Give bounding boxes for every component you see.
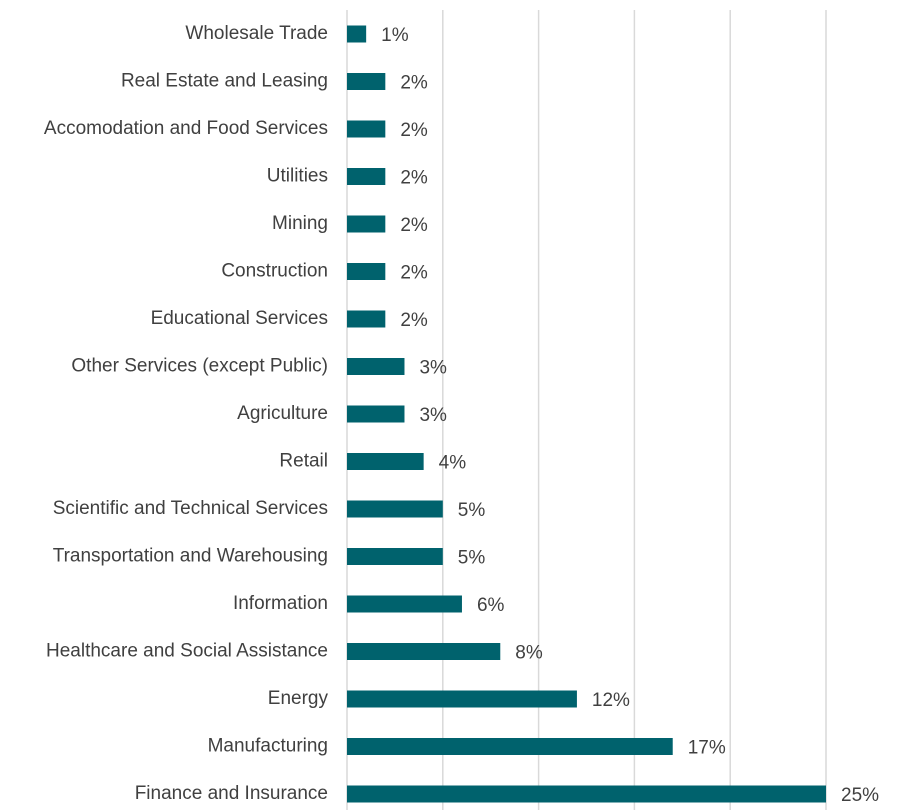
category-label: Construction bbox=[221, 261, 328, 282]
data-label: 5% bbox=[458, 500, 486, 521]
bar bbox=[347, 785, 826, 803]
data-label: 12% bbox=[592, 690, 630, 711]
category-label: Wholesale Trade bbox=[185, 23, 328, 44]
bar bbox=[347, 215, 386, 233]
bar bbox=[347, 405, 405, 423]
category-label: Real Estate and Leasing bbox=[121, 71, 328, 92]
data-label: 5% bbox=[458, 548, 486, 569]
bar bbox=[347, 453, 424, 470]
bar bbox=[347, 690, 577, 708]
data-label: 25% bbox=[841, 785, 879, 806]
bar bbox=[347, 738, 673, 755]
category-label: Transportation and Warehousing bbox=[53, 546, 328, 567]
category-label: Agriculture bbox=[237, 403, 328, 424]
data-label: 8% bbox=[515, 643, 543, 664]
data-label: 2% bbox=[400, 310, 428, 331]
bar bbox=[347, 310, 386, 328]
data-label: 2% bbox=[400, 120, 428, 141]
data-label: 2% bbox=[400, 215, 428, 236]
category-label: Educational Services bbox=[151, 308, 328, 329]
category-label: Accomodation and Food Services bbox=[44, 118, 328, 139]
category-label: Scientific and Technical Services bbox=[53, 498, 328, 519]
category-label: Mining bbox=[272, 213, 328, 234]
category-label: Healthcare and Social Assistance bbox=[46, 641, 328, 662]
bar bbox=[347, 263, 386, 280]
bar bbox=[347, 25, 367, 43]
bar bbox=[347, 120, 386, 138]
data-label: 2% bbox=[400, 73, 428, 94]
category-label: Energy bbox=[268, 688, 329, 709]
category-label: Manufacturing bbox=[208, 736, 328, 757]
category-label: Retail bbox=[279, 451, 328, 472]
category-label: Utilities bbox=[267, 166, 328, 187]
category-label: Finance and Insurance bbox=[135, 783, 328, 804]
bar bbox=[347, 548, 443, 565]
bar bbox=[347, 358, 405, 375]
data-label: 3% bbox=[419, 405, 447, 426]
data-label: 6% bbox=[477, 595, 505, 616]
bar bbox=[347, 73, 386, 90]
category-label: Other Services (except Public) bbox=[71, 356, 328, 377]
bar bbox=[347, 643, 501, 660]
data-label: 1% bbox=[381, 25, 409, 46]
bar bbox=[347, 168, 386, 185]
data-label: 2% bbox=[400, 168, 428, 189]
data-label: 17% bbox=[688, 738, 726, 759]
data-label: 3% bbox=[419, 358, 447, 379]
bar bbox=[347, 500, 443, 518]
data-label: 2% bbox=[400, 263, 428, 284]
data-label: 4% bbox=[439, 453, 467, 474]
category-label: Information bbox=[233, 593, 328, 614]
bar bbox=[347, 595, 462, 613]
